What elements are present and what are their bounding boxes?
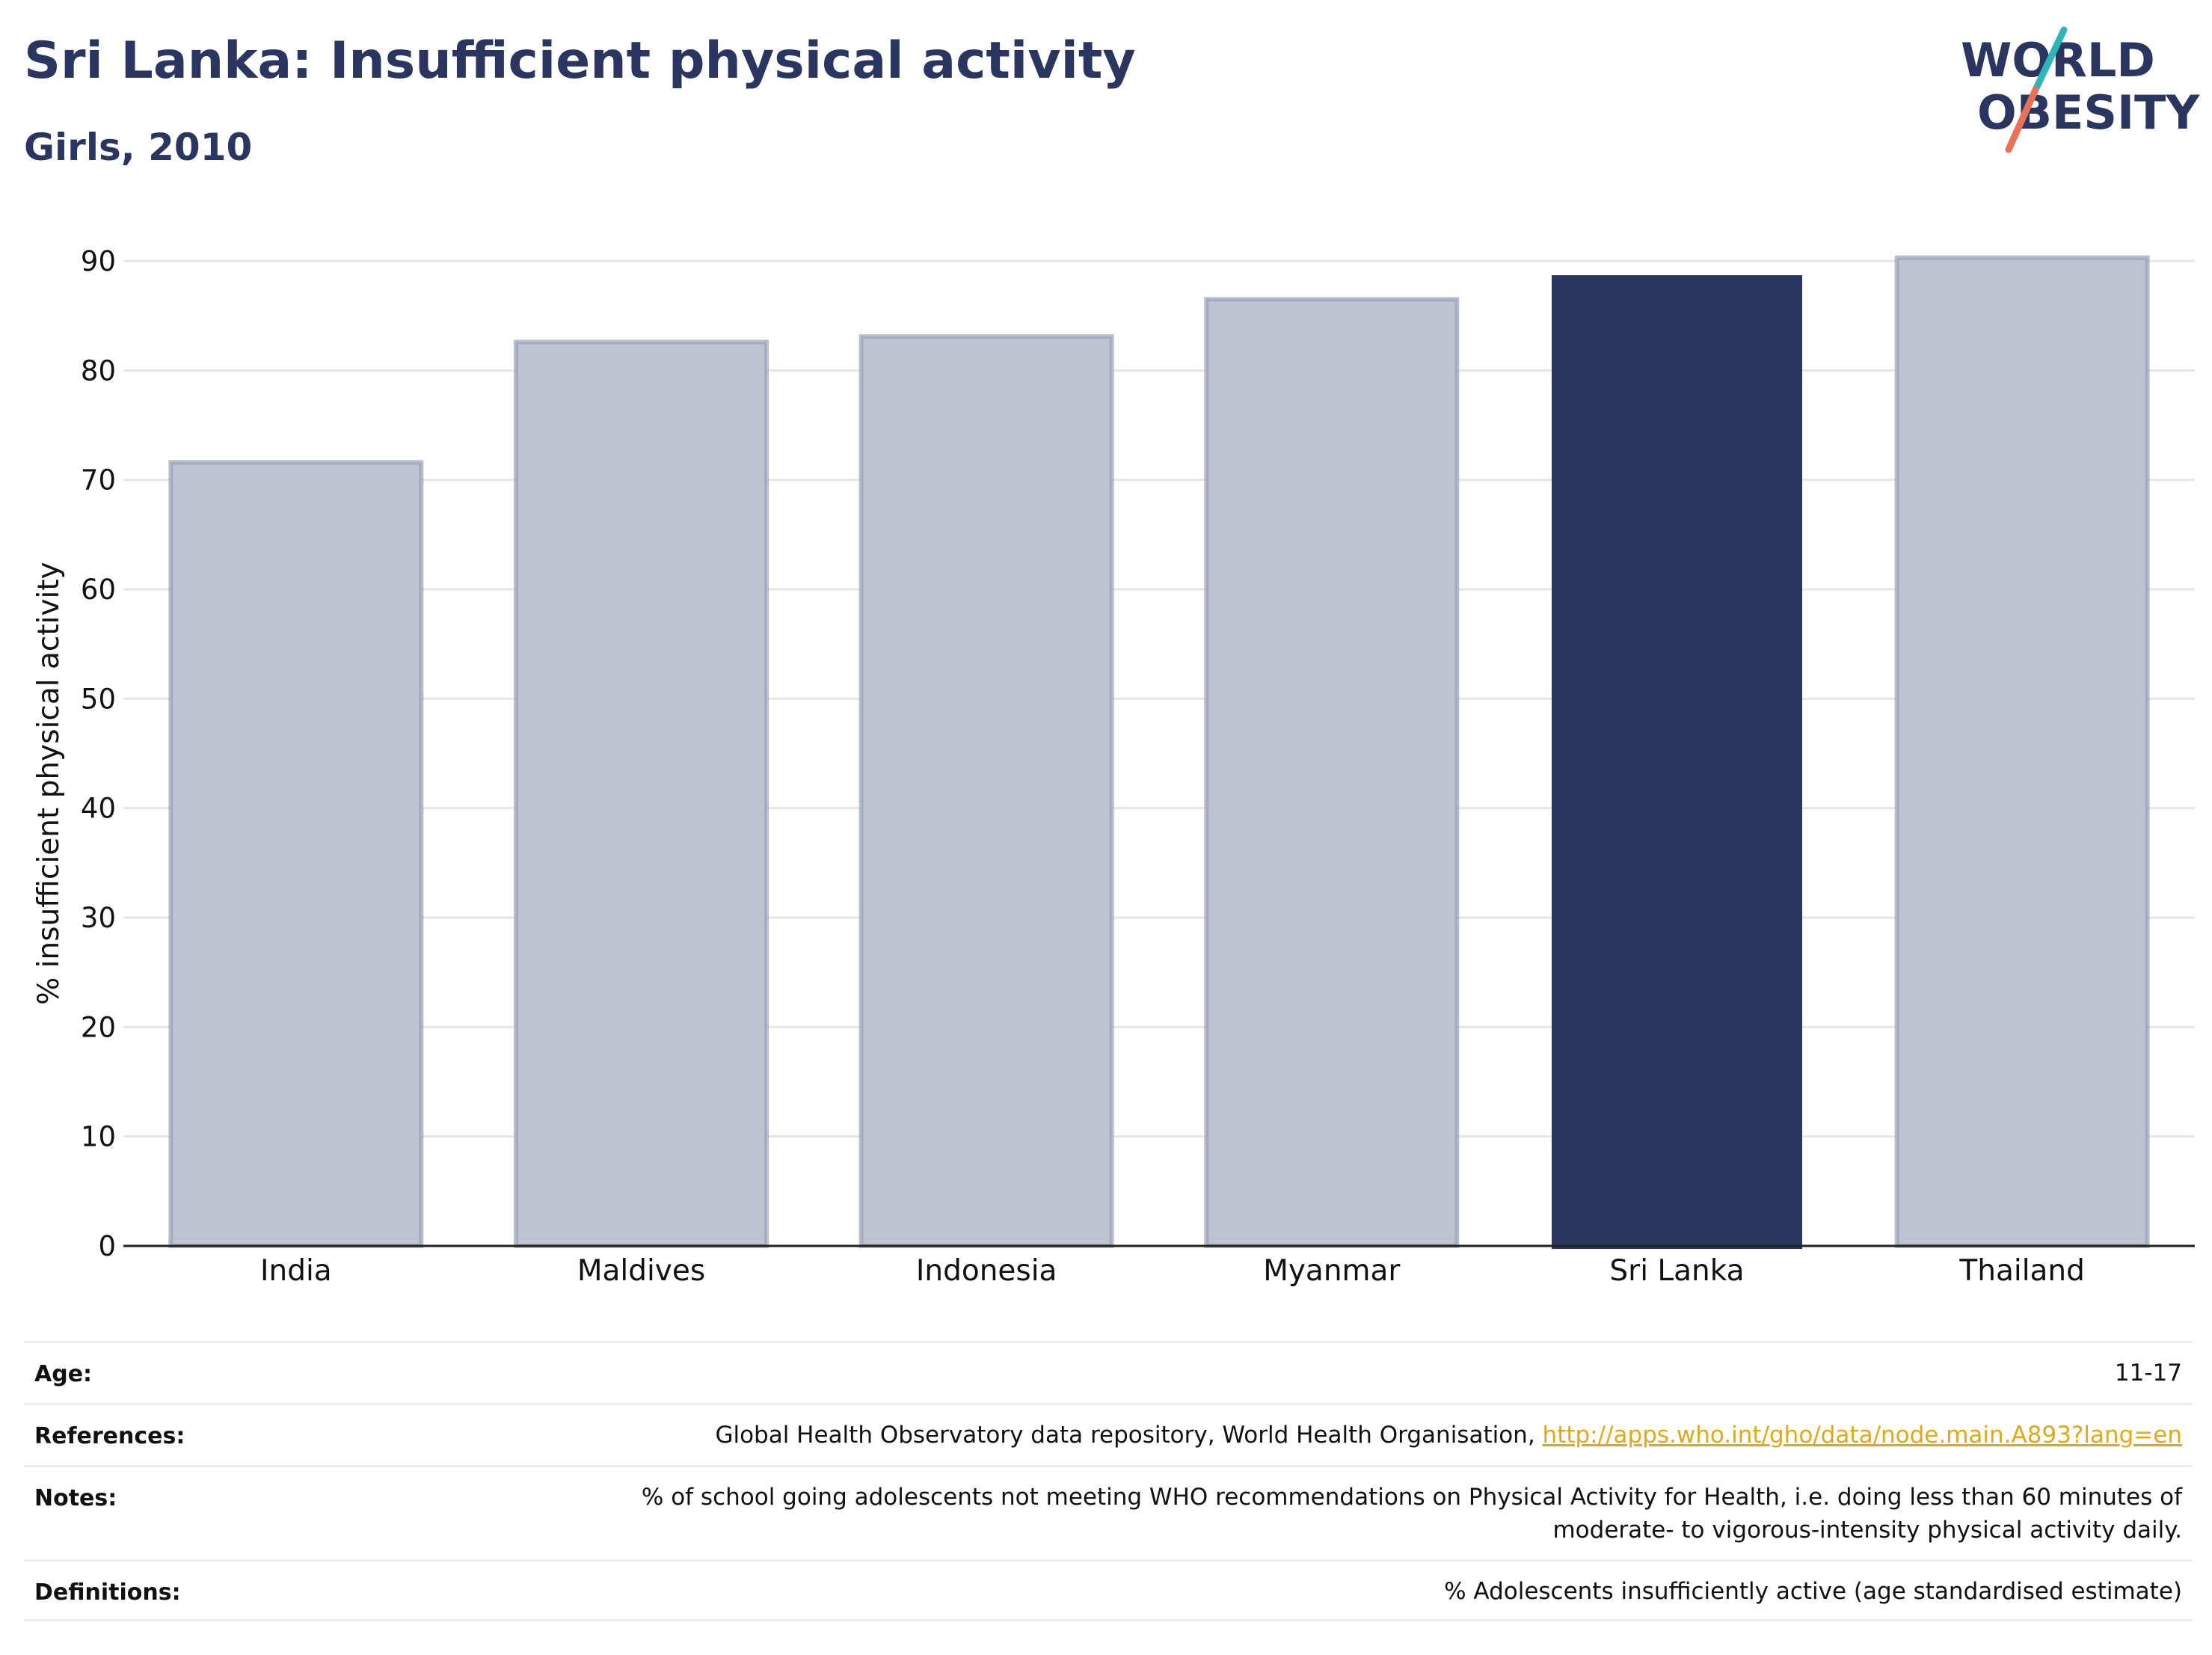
bar-india (168, 460, 424, 1249)
logo-slash-teal (2032, 26, 2068, 93)
info-row-references: References: Global Health Observatory da… (24, 1403, 2193, 1465)
x-category-label: Sri Lanka (1609, 1254, 1744, 1288)
bar-maldives (514, 340, 769, 1249)
y-axis-title: % insufficient physical activity (32, 562, 66, 1004)
chart-title: Sri Lanka: Insufficient physical activit… (24, 31, 1136, 90)
y-tick-label: 10 (81, 1121, 116, 1153)
age-label: Age: (34, 1361, 93, 1387)
references-text: Global Health Observatory data repositor… (715, 1422, 1535, 1449)
notes-line-1: % of school going adolescents not meetin… (641, 1484, 2182, 1511)
chart-subtitle: Girls, 2010 (24, 126, 253, 169)
x-category-label: Indonesia (916, 1254, 1057, 1288)
bar-myanmar (1204, 297, 1460, 1248)
notes-line-2: moderate- to vigorous-intensity physical… (1552, 1517, 2182, 1544)
y-tick-label: 30 (81, 902, 116, 934)
x-category-label: Myanmar (1263, 1254, 1401, 1288)
references-value: Global Health Observatory data repositor… (715, 1419, 2182, 1452)
grid-lines (123, 260, 2195, 1138)
info-row-age: Age: 11-17 (24, 1341, 2193, 1403)
x-category-label: Maldives (577, 1254, 705, 1288)
x-category-label: Thailand (1958, 1254, 2084, 1288)
bar-thailand (1894, 255, 2150, 1248)
info-row-definitions: Definitions: % Adolescents insufficientl… (24, 1559, 2193, 1621)
definitions-label: Definitions: (34, 1579, 181, 1606)
bar-indonesia (858, 334, 1114, 1249)
y-tick-label: 0 (98, 1230, 116, 1262)
bars (168, 255, 2150, 1250)
info-row-notes: Notes: % of school going adolescents not… (24, 1465, 2193, 1559)
y-tick-label: 60 (81, 574, 116, 606)
y-tick-label: 70 (81, 464, 116, 497)
definitions-value: % Adolescents insufficiently active (age… (1444, 1578, 2182, 1605)
x-category-label: India (260, 1254, 332, 1288)
age-value: 11-17 (2114, 1360, 2182, 1387)
references-label: References: (34, 1423, 185, 1449)
y-tick-label: 40 (81, 793, 116, 825)
y-tick-label: 90 (81, 245, 116, 277)
notes-value: % of school going adolescents not meetin… (642, 1481, 2182, 1547)
references-link[interactable]: http://apps.who.int/gho/data/node.main.A… (1542, 1422, 2182, 1449)
logo-slash-coral (2005, 86, 2039, 153)
y-tick-labels: 0 10 20 30 40 50 60 70 80 90 (81, 245, 116, 1262)
y-tick-label: 20 (81, 1011, 116, 1043)
bar-sri-lanka (1552, 275, 1802, 1250)
world-obesity-logo: WORLD OBESITY (1961, 26, 2200, 153)
bar-chart: 0 10 20 30 40 50 60 70 80 90 India Maldives Indones… (32, 245, 2195, 1288)
x-category-labels: India Maldives Indonesia Myanmar Sri Lanka Th… (260, 1254, 2085, 1288)
info-table: Age: 11-17 References: Global Health Obs… (24, 1341, 2193, 1621)
y-tick-label: 80 (81, 354, 116, 387)
notes-label: Notes: (34, 1485, 117, 1511)
y-tick-label: 50 (81, 683, 116, 715)
